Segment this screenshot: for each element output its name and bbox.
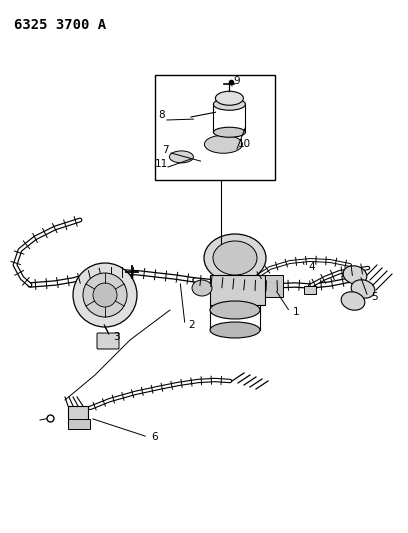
Text: 1: 1 — [293, 307, 299, 317]
Ellipse shape — [204, 234, 266, 282]
Text: 9: 9 — [233, 76, 239, 86]
Text: 3: 3 — [113, 332, 120, 342]
Ellipse shape — [343, 266, 367, 284]
Bar — [265, 275, 283, 297]
Ellipse shape — [213, 241, 257, 275]
Text: 2: 2 — [188, 320, 195, 330]
Ellipse shape — [213, 98, 245, 110]
Ellipse shape — [169, 151, 193, 163]
Ellipse shape — [210, 322, 260, 338]
Bar — [68, 406, 88, 424]
Bar — [304, 286, 316, 294]
Text: 5: 5 — [371, 292, 378, 302]
Ellipse shape — [215, 91, 244, 105]
FancyBboxPatch shape — [97, 333, 119, 349]
Text: 4: 4 — [308, 262, 315, 272]
Ellipse shape — [192, 280, 212, 296]
Text: 6325 3700 A: 6325 3700 A — [14, 18, 106, 32]
Ellipse shape — [210, 301, 260, 319]
Ellipse shape — [204, 135, 242, 154]
Circle shape — [83, 273, 127, 317]
Text: 10: 10 — [238, 139, 251, 149]
Circle shape — [73, 263, 137, 327]
Ellipse shape — [341, 292, 365, 310]
Circle shape — [93, 283, 117, 307]
Text: 8: 8 — [158, 110, 164, 120]
Ellipse shape — [213, 127, 245, 138]
Text: 11: 11 — [155, 159, 168, 169]
Ellipse shape — [351, 280, 375, 298]
Bar — [155, 75, 275, 180]
Text: 6: 6 — [151, 432, 157, 442]
Text: 7: 7 — [162, 145, 169, 155]
Bar — [68, 419, 90, 429]
Bar — [210, 275, 265, 305]
